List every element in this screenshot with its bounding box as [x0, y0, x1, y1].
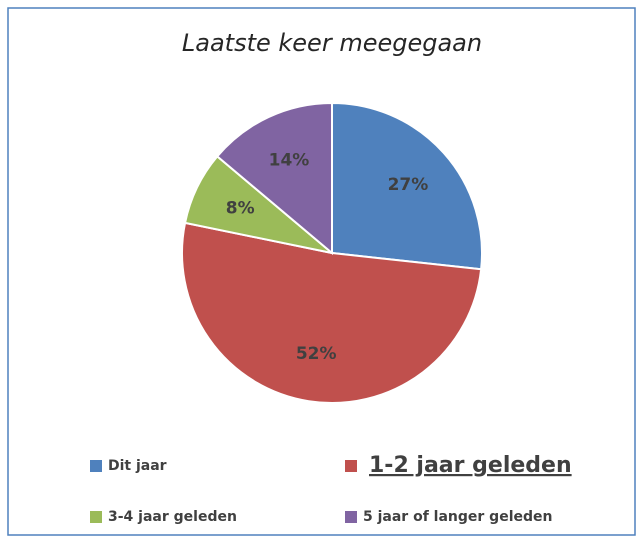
legend-label: Dit jaar — [108, 458, 167, 474]
pie-slice — [215, 101, 333, 256]
legend-swatch — [90, 460, 102, 472]
pie-slice — [181, 221, 483, 404]
legend-swatch — [345, 511, 357, 523]
chart-title: Laatste keer meegegaan — [182, 29, 482, 57]
legend-label: 3-4 jaar geleden — [108, 509, 237, 525]
data-label: 14% — [269, 151, 310, 171]
legend-swatch — [345, 460, 357, 472]
pie-slice — [331, 101, 483, 271]
data-label: 52% — [296, 344, 337, 364]
legend-label: 1-2 jaar geleden — [369, 453, 572, 478]
data-label: 27% — [388, 175, 429, 195]
legend-swatch — [90, 511, 102, 523]
data-label: 8% — [226, 199, 255, 219]
legend-label: 5 jaar of langer geleden — [363, 509, 552, 525]
